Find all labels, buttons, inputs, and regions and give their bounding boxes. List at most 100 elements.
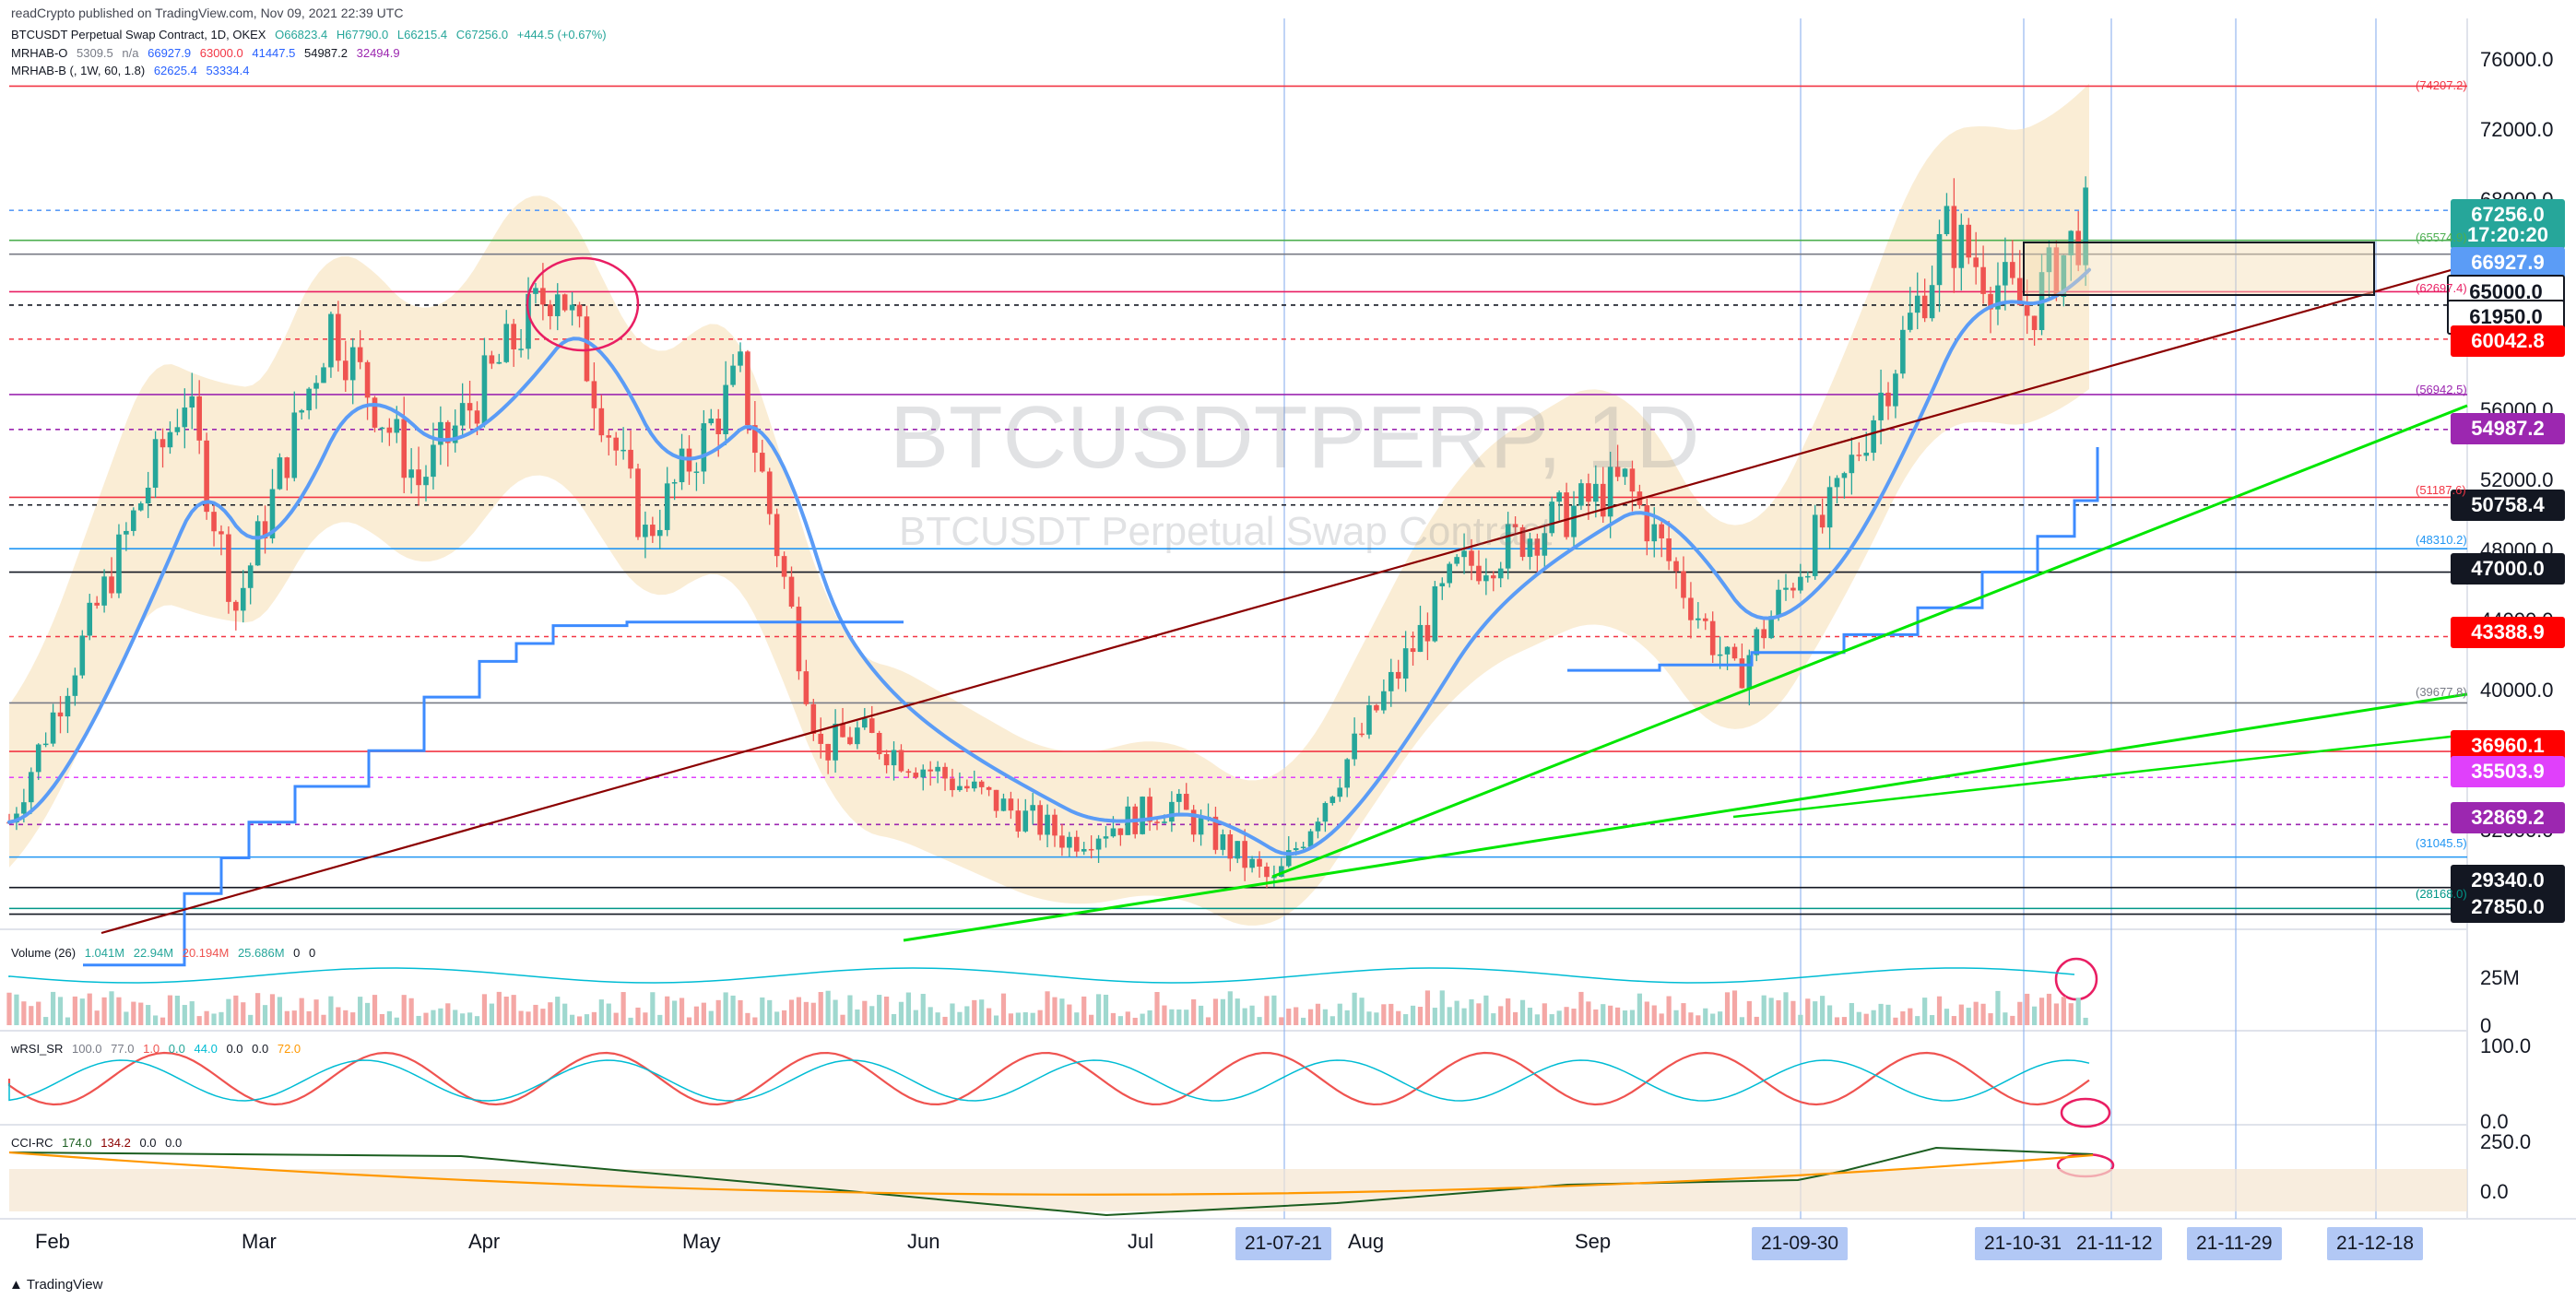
price-label-line[interactable]: 27850.0 (2451, 892, 2565, 923)
volume-bar (2032, 1006, 2038, 1025)
date-badge[interactable]: 21-09-30 (1752, 1227, 1849, 1260)
volume-bar (196, 1016, 202, 1025)
volume-bar (21, 1001, 27, 1025)
candle-body (336, 313, 341, 361)
volume-bar (1235, 998, 1240, 1025)
candle-body (1469, 550, 1474, 566)
volume-bar (606, 1003, 611, 1025)
candle-body (28, 772, 34, 803)
volume-bar (1790, 1000, 1796, 1025)
date-badge[interactable]: 21-12-18 (2327, 1227, 2424, 1260)
symbol-legend[interactable]: BTCUSDT Perpetual Swap Contract, 1D, OKE… (11, 28, 612, 41)
cci-legend[interactable]: CCI-RC 174.0 134.2 0.0 0.0 (11, 1136, 187, 1150)
candle-body (160, 439, 166, 448)
price-label-line[interactable]: 35503.9 (2451, 756, 2565, 787)
date-badge[interactable]: 21-07-21 (1235, 1227, 1332, 1260)
volume-bar (1578, 991, 1584, 1025)
volume-bar (101, 997, 107, 1025)
volume-bar (14, 994, 19, 1025)
candle-body (1871, 419, 1876, 454)
price-label-line[interactable]: 32869.2 (2451, 802, 2565, 833)
candle-body (1717, 654, 1723, 656)
volume-bar (584, 1014, 590, 1025)
price-label-line[interactable]: 60042.8 (2451, 325, 2565, 357)
volume-bar (1432, 1008, 1437, 1025)
candle-body (321, 367, 326, 384)
candle-body (1190, 809, 1197, 835)
candle-body (72, 675, 78, 696)
volume-bar (774, 1011, 780, 1025)
candle-body (328, 313, 334, 368)
candle-body (1300, 846, 1306, 849)
candle-body (1476, 565, 1482, 582)
volume-bar (1476, 1003, 1482, 1025)
price-label-ema[interactable]: 66927.9 (2451, 247, 2565, 278)
volume-bar (701, 1002, 706, 1025)
volume-bar (408, 998, 414, 1025)
volume-bar (1593, 1009, 1599, 1025)
price-label-line[interactable]: 50758.4 (2451, 490, 2565, 521)
wrsi-legend[interactable]: wRSI_SR 100.0 77.0 1.0 0.0 44.0 0.0 0.0 … (11, 1042, 306, 1056)
volume-bar (72, 996, 77, 1025)
candle-body (701, 423, 707, 472)
volume-bar (1059, 998, 1065, 1025)
candle-body (620, 449, 626, 452)
mrhab-o-legend[interactable]: MRHAB-O 5309.5 n/a 66927.9 63000.0 41447… (11, 46, 406, 60)
candle-body (1549, 502, 1555, 534)
line-price-label: (62697.4) (2416, 281, 2467, 295)
volume-bar (364, 1002, 371, 1025)
volume-bar (358, 997, 363, 1025)
volume-bar (1498, 1006, 1504, 1025)
volume-bar (1841, 1017, 1848, 1025)
volume-bar (1761, 995, 1767, 1025)
price-label-line[interactable]: 54987.2 (2451, 413, 2565, 444)
volume-bar (328, 996, 334, 1025)
candle-body (1030, 805, 1035, 811)
candle-body (2024, 305, 2030, 316)
mrhab-o-value: 41447.5 (252, 46, 296, 60)
candle-body (730, 365, 736, 385)
volume-bar (2061, 997, 2066, 1025)
candle-body (1410, 648, 1416, 653)
candle-body (1783, 587, 1789, 590)
volume-bar (94, 1010, 100, 1025)
price-label-line[interactable]: 43388.9 (2451, 617, 2565, 648)
candle-body (1154, 821, 1160, 823)
candle-body (87, 602, 93, 636)
volume-legend[interactable]: Volume (26) 1.041M 22.94M 20.194M 25.686… (11, 946, 321, 960)
mrhab-b-legend[interactable]: MRHAB-B (, 1W, 60, 1.8) 62625.4 53334.4 (11, 64, 254, 77)
volume-bar (738, 999, 743, 1025)
volume-bar (204, 1010, 209, 1025)
volume-bar (665, 996, 670, 1025)
candle-body (2031, 315, 2038, 330)
price-label-line[interactable]: 29340.0 (2451, 865, 2565, 896)
volume-bar (1710, 1013, 1716, 1025)
volume-bar (1220, 998, 1225, 1025)
volume-bar (1863, 1013, 1869, 1025)
candle-body (656, 529, 663, 537)
volume-bar (1534, 1014, 1540, 1025)
candle-body (1067, 836, 1072, 848)
price-label-line[interactable]: 47000.0 (2451, 553, 2565, 585)
date-badge[interactable]: 21-11-29 (2187, 1227, 2282, 1260)
volume-bar (2038, 998, 2045, 1025)
volume-bar (591, 1011, 597, 1025)
candle-body (226, 534, 231, 602)
volume-bar (1644, 1001, 1649, 1025)
mrhab-o-value: 54987.2 (303, 46, 348, 60)
date-badge[interactable]: 21-11-12 (2067, 1227, 2162, 1260)
volume-bar (1615, 1007, 1621, 1025)
candle-body (905, 771, 912, 773)
volume-bar (1286, 1009, 1292, 1025)
candle-body (394, 419, 400, 433)
volume-bar (657, 1014, 663, 1025)
candle-body (803, 671, 809, 704)
candle-body (781, 556, 787, 577)
date-badge[interactable]: 21-10-31 (1975, 1227, 2072, 1260)
mrhab-o-value: 32494.9 (356, 46, 400, 60)
volume-axis-tick: 0 (2480, 1014, 2492, 1037)
volume-bar (6, 992, 12, 1025)
tradingview-footer[interactable]: ▲ TradingView (9, 1277, 102, 1293)
month-label: Apr (468, 1230, 501, 1253)
